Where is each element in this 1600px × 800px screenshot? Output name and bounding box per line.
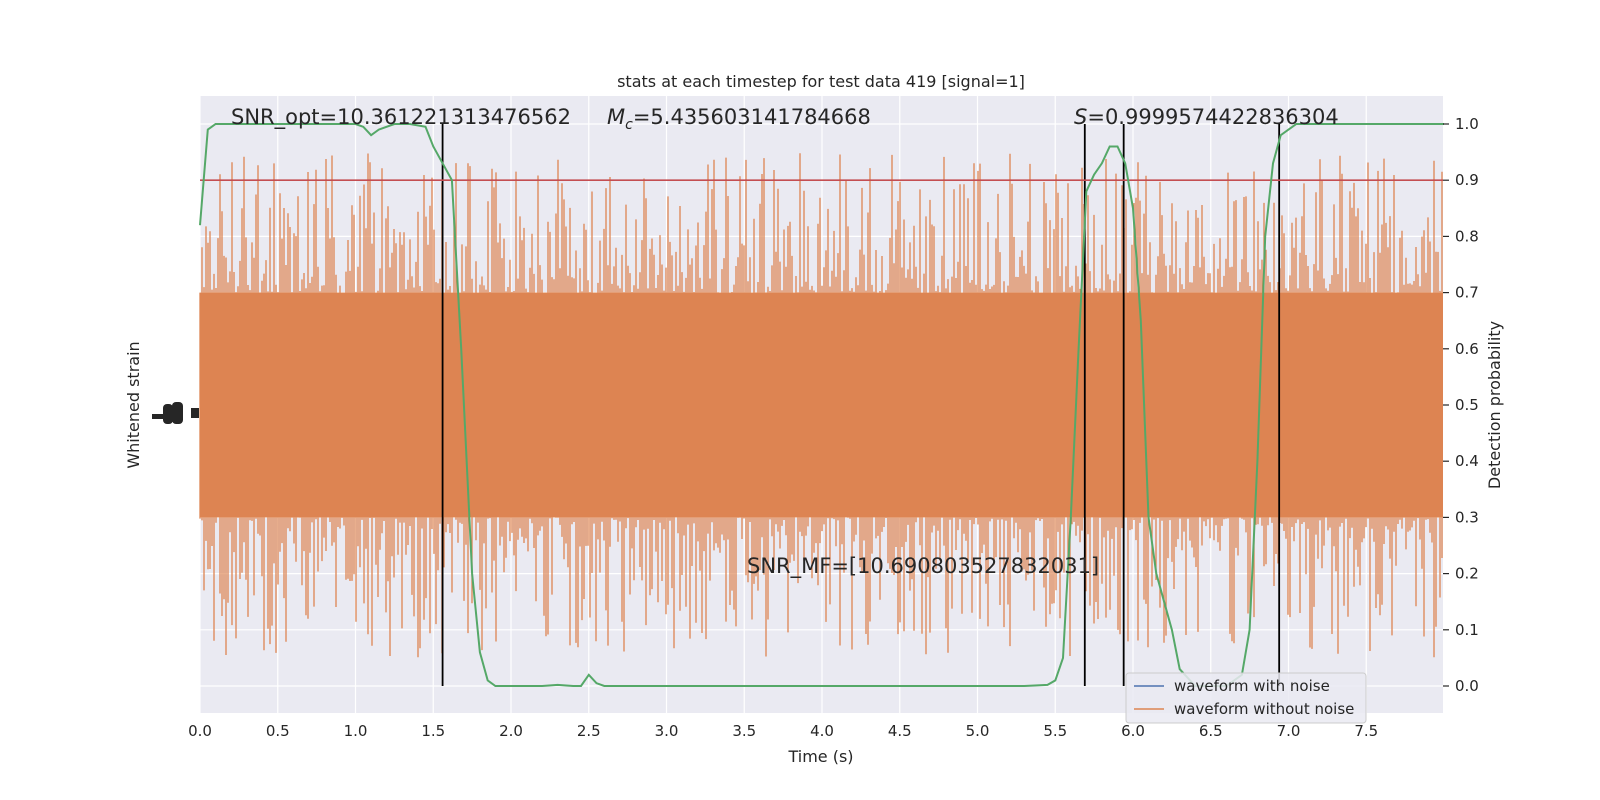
x-tick-label-4: 2.0 <box>499 722 523 740</box>
right-tick-label-8: 0.8 <box>1455 227 1479 245</box>
s-annotation: S=0.9999574422836304 <box>1074 105 1339 129</box>
x-tick-label-1: 0.5 <box>266 722 290 740</box>
chirp-mass-annotation: Mc=5.435603141784668 <box>607 105 871 133</box>
left-axis-label: Whitened strain <box>124 341 143 468</box>
right-axis-label: Detection probability <box>1485 321 1504 489</box>
right-tick-label-4: 0.4 <box>1455 452 1479 470</box>
right-tick-label-5: 0.5 <box>1455 396 1479 414</box>
legend-label-with-noise: waveform with noise <box>1174 677 1330 695</box>
x-tick-label-6: 3.0 <box>655 722 679 740</box>
x-tick-label-15: 7.5 <box>1354 722 1378 740</box>
x-tick-label-11: 5.5 <box>1043 722 1067 740</box>
x-tick-label-2: 1.0 <box>344 722 368 740</box>
x-tick-label-7: 3.5 <box>732 722 756 740</box>
right-tick-label-0: 0.0 <box>1455 677 1479 695</box>
legend-label-without-noise: waveform without noise <box>1174 700 1354 718</box>
left-axis-tick-clutter <box>152 402 199 424</box>
right-tick-label-10: 1.0 <box>1455 115 1479 133</box>
right-tick-label-2: 0.2 <box>1455 565 1479 583</box>
noise-spikes <box>199 153 1443 658</box>
x-tick-label-12: 6.0 <box>1121 722 1145 740</box>
right-tick-label-6: 0.6 <box>1455 340 1479 358</box>
x-axis-label: Time (s) <box>787 747 853 766</box>
right-axis-ticks: 0.0 0.1 0.2 0.3 0.4 0.5 0.6 0.7 0.8 0.9 1.0 <box>1443 115 1479 695</box>
legend-box <box>1125 672 1367 724</box>
x-tick-label-14: 7.0 <box>1277 722 1301 740</box>
x-tick-label-13: 6.5 <box>1199 722 1223 740</box>
chart-title: stats at each timestep for test data 419… <box>617 72 1025 91</box>
x-tick-label-0: 0.0 <box>188 722 212 740</box>
x-tick-label-3: 1.5 <box>421 722 445 740</box>
snr-mf-annotation: SNR_MF=[10.690803527832031] <box>747 554 1099 579</box>
legend: waveform with noise waveform without noi… <box>1125 672 1367 724</box>
x-tick-label-5: 2.5 <box>577 722 601 740</box>
right-tick-label-3: 0.3 <box>1455 508 1479 526</box>
x-tick-label-8: 4.0 <box>810 722 834 740</box>
x-tick-label-9: 4.5 <box>888 722 912 740</box>
x-tick-label-10: 5.0 <box>966 722 990 740</box>
right-tick-label-1: 0.1 <box>1455 621 1479 639</box>
snr-opt-annotation: SNR_opt=10.361221313476562 <box>231 105 571 130</box>
waveform-without-noise-series <box>199 153 1443 658</box>
right-tick-label-9: 0.9 <box>1455 171 1479 189</box>
right-tick-label-7: 0.7 <box>1455 284 1479 302</box>
x-axis-ticks: 0.0 0.5 1.0 1.5 2.0 2.5 3.0 3.5 4.0 4.5 5.0 5.5 6.0 6… <box>188 722 1378 740</box>
